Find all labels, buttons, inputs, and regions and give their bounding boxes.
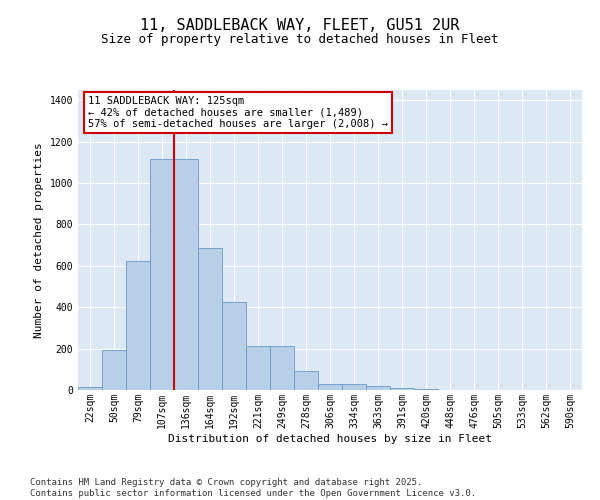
Bar	[390, 388, 414, 390]
Bar	[102, 350, 126, 390]
Bar	[270, 346, 294, 390]
Text: 11 SADDLEBACK WAY: 125sqm
← 42% of detached houses are smaller (1,489)
57% of se: 11 SADDLEBACK WAY: 125sqm ← 42% of detac…	[88, 96, 388, 129]
Text: Contains HM Land Registry data © Crown copyright and database right 2025.
Contai: Contains HM Land Registry data © Crown c…	[30, 478, 476, 498]
Text: Size of property relative to detached houses in Fleet: Size of property relative to detached ho…	[101, 32, 499, 46]
X-axis label: Distribution of detached houses by size in Fleet: Distribution of detached houses by size …	[168, 434, 492, 444]
Bar	[366, 386, 390, 390]
Bar	[126, 260, 150, 390]
Bar	[174, 160, 198, 390]
Bar	[198, 248, 222, 390]
Bar	[414, 389, 438, 390]
Bar	[318, 384, 342, 390]
Bar	[150, 160, 174, 390]
Bar	[342, 384, 366, 390]
Y-axis label: Number of detached properties: Number of detached properties	[34, 142, 44, 338]
Bar	[222, 302, 246, 390]
Text: 11, SADDLEBACK WAY, FLEET, GU51 2UR: 11, SADDLEBACK WAY, FLEET, GU51 2UR	[140, 18, 460, 32]
Bar	[294, 372, 318, 390]
Bar	[78, 387, 102, 390]
Bar	[246, 346, 270, 390]
